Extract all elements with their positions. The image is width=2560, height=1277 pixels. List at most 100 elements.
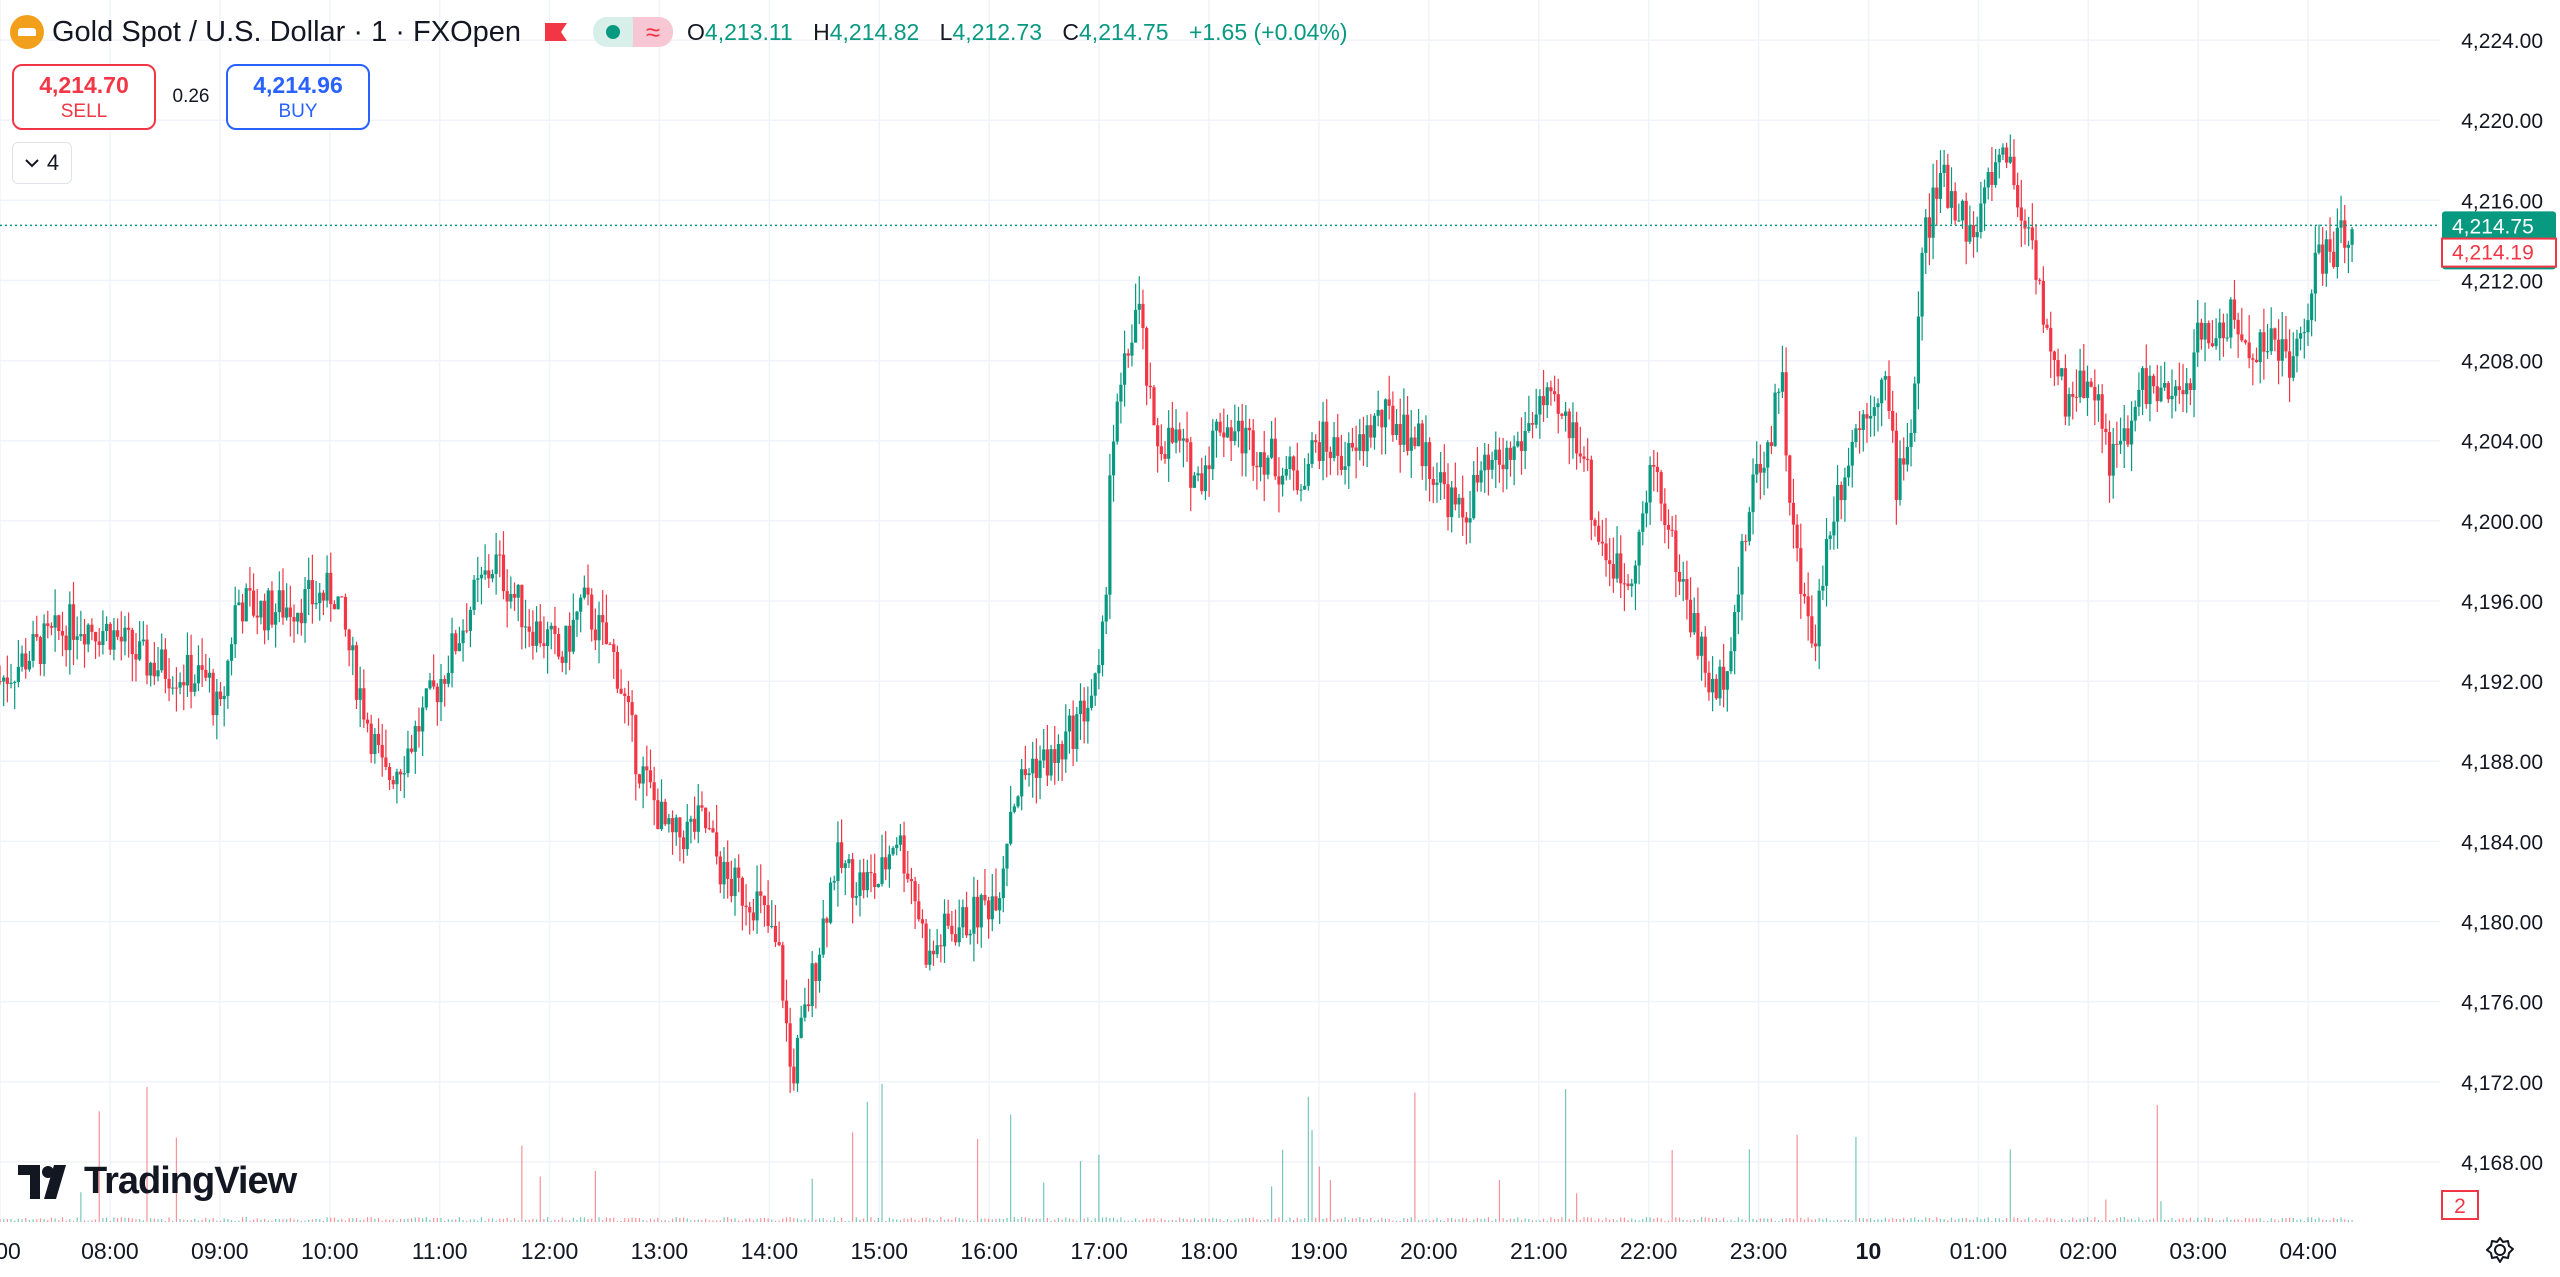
candle [1332, 422, 1336, 462]
y-tick-label: 4,196.00 [2461, 591, 2543, 614]
candle [1354, 425, 1358, 479]
candle [1589, 455, 1593, 541]
candle [1269, 421, 1274, 460]
candle [1159, 424, 1163, 461]
candle [1707, 661, 1711, 701]
candles[interactable] [0, 134, 2354, 1093]
candle [233, 586, 237, 658]
candle [1578, 426, 1582, 464]
candle [637, 773, 642, 789]
candle [950, 910, 954, 942]
candle [1982, 179, 1987, 231]
candle [2328, 217, 2332, 263]
candle [86, 623, 90, 653]
candle [1843, 467, 1847, 522]
candle [652, 766, 656, 826]
candle [494, 532, 498, 595]
y-tick-label: 4,180.00 [2461, 912, 2543, 935]
candle [2229, 297, 2233, 349]
candle [1692, 597, 1696, 635]
candle [1902, 437, 1906, 481]
candle [1361, 416, 1366, 466]
candle [1376, 390, 1380, 427]
candle [825, 916, 829, 948]
candle [748, 901, 752, 935]
indicators-toggle-button[interactable]: 4 [12, 142, 72, 184]
candle [2038, 278, 2042, 285]
bid-price-label: 4,214.19 [2452, 242, 2534, 265]
volume-scale-tag [2441, 1190, 2479, 1220]
candle [1828, 531, 1832, 550]
candle [2284, 315, 2288, 359]
candle [1457, 493, 1461, 519]
candle [2265, 323, 2270, 359]
candle [770, 900, 774, 929]
candle [740, 876, 744, 931]
candle [439, 664, 443, 722]
candle [2089, 378, 2093, 388]
candle [1067, 708, 1072, 754]
candle [2273, 327, 2277, 352]
candle [2299, 326, 2303, 351]
time-axis[interactable]: 00 08:00 09:00 10:00 11:00 12:00 13:00 14:00 15:… [0, 1238, 2337, 1264]
flag-icon[interactable] [543, 20, 569, 44]
tradingview-logo[interactable]: TradingView [18, 1160, 297, 1203]
y-tick-label: 4,208.00 [2461, 351, 2543, 374]
candle [1508, 441, 1513, 477]
candle [1924, 209, 1928, 274]
candle [391, 775, 395, 789]
candle [2052, 350, 2056, 386]
candle [876, 883, 880, 888]
candle [987, 896, 991, 939]
sell-button[interactable]: 4,214.70 SELL [12, 64, 156, 130]
candle [678, 816, 682, 862]
candle [803, 987, 807, 1022]
candle [1512, 435, 1516, 486]
y-tick-label: 4,224.00 [2461, 30, 2543, 53]
market-status-pill[interactable]: ≈ [593, 17, 674, 47]
candle [656, 788, 660, 830]
candle [465, 603, 469, 634]
candle [387, 762, 392, 791]
candle [1714, 674, 1718, 700]
candle [479, 566, 484, 605]
candle [2240, 307, 2244, 343]
candle [424, 688, 428, 711]
candle [1273, 417, 1277, 480]
candle [226, 659, 230, 709]
gear-icon[interactable] [2486, 1236, 2514, 1264]
candle [2034, 224, 2038, 295]
candle [2214, 318, 2218, 350]
candle [1758, 444, 1762, 500]
candle [1938, 150, 1943, 213]
candle [597, 601, 601, 664]
candle [2005, 142, 2009, 169]
candle [762, 895, 767, 927]
candle [428, 672, 432, 690]
spread-value: 0.26 [172, 86, 210, 107]
open-label: O [687, 18, 705, 45]
candle [277, 571, 281, 623]
candle [2174, 380, 2178, 412]
candle [2332, 231, 2336, 269]
candle [1523, 411, 1527, 470]
candle [2236, 312, 2240, 358]
candle [1644, 490, 1649, 528]
candle [1806, 572, 1810, 641]
buy-button[interactable]: 4,214.96 BUY [226, 64, 370, 130]
sell-price: 4,214.70 [39, 71, 129, 98]
candle [751, 898, 755, 931]
candle [1891, 390, 1895, 443]
candle [1097, 649, 1101, 690]
price-axis[interactable]: 4,168.00 4,172.00 4,176.00 4,180.00 4,184.00… [2461, 30, 2543, 1175]
candle [990, 873, 994, 932]
candle [2207, 320, 2211, 349]
candle [1163, 441, 1167, 464]
candle [1986, 167, 1990, 200]
candle [163, 638, 167, 694]
candle [2210, 320, 2215, 348]
candle [887, 845, 891, 888]
candle [1218, 412, 1222, 437]
symbol-title[interactable]: Gold Spot / U.S. Dollar · 1 · FXOpen [52, 15, 522, 48]
